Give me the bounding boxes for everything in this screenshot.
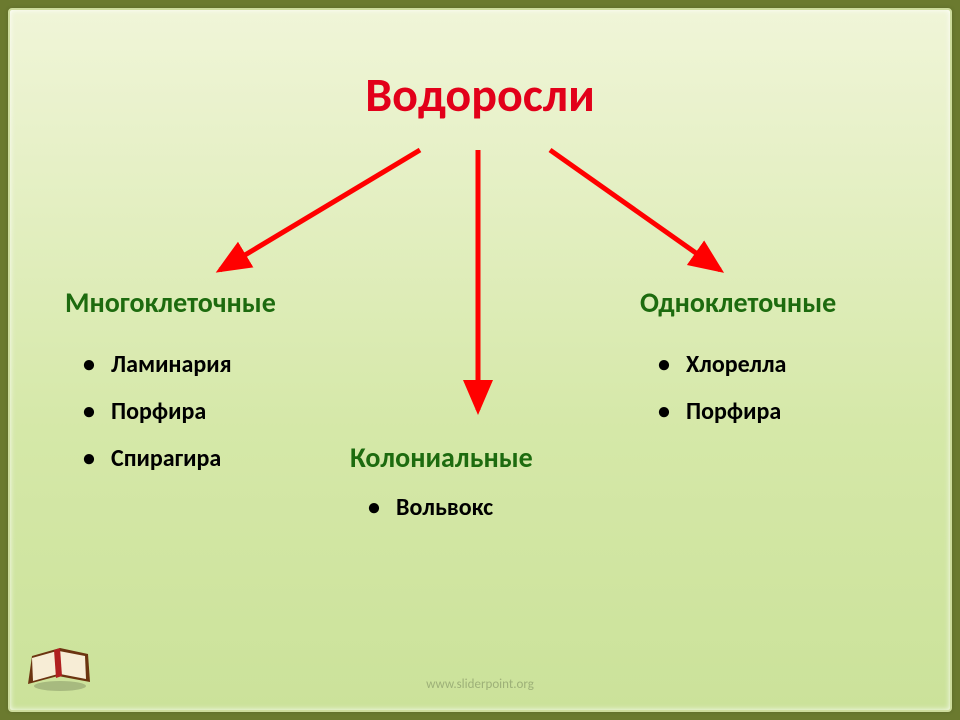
heading-colonial: Колониальные	[350, 440, 630, 475]
list-item: Спирагира	[83, 444, 365, 473]
slide-canvas: Водоросли Многоклеточные Ламинария Порфи…	[8, 8, 952, 712]
column-unicellular: Одноклеточные Хлорелла Порфира	[640, 285, 940, 444]
arrow-right	[550, 150, 720, 270]
list-unicellular: Хлорелла Порфира	[640, 350, 940, 426]
heading-multicellular: Многоклеточные	[65, 285, 365, 320]
column-multicellular: Многоклеточные Ламинария Порфира Спираги…	[65, 285, 365, 491]
list-colonial: Вольвокс	[350, 493, 630, 522]
arrow-left	[220, 150, 420, 270]
list-item: Ламинария	[83, 350, 365, 379]
heading-unicellular: Одноклеточные	[640, 285, 940, 320]
list-item: Хлорелла	[658, 350, 940, 379]
column-colonial: Колониальные Вольвокс	[350, 440, 630, 540]
list-item: Порфира	[83, 397, 365, 426]
outer-frame: Водоросли Многоклеточные Ламинария Порфи…	[0, 0, 960, 720]
list-item: Порфира	[658, 397, 940, 426]
footer-link: www.sliderpoint.org	[10, 677, 950, 692]
list-multicellular: Ламинария Порфира Спирагира	[65, 350, 365, 473]
list-item: Вольвокс	[368, 493, 630, 522]
slide-title: Водоросли	[10, 65, 950, 124]
